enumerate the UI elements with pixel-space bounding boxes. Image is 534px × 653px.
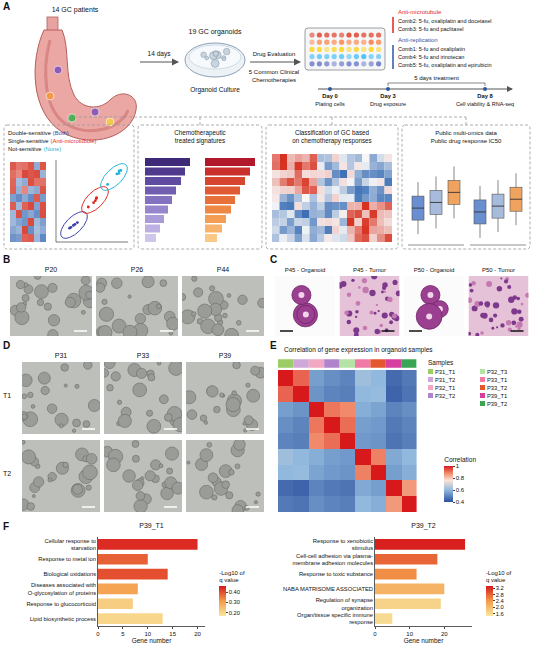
svg-text:treated signatures: treated signatures [175, 137, 225, 145]
svg-text:P45 - Tumor: P45 - Tumor [353, 267, 386, 273]
svg-text:0.20: 0.20 [229, 610, 240, 616]
svg-text:Plating cells: Plating cells [315, 101, 345, 107]
svg-text:Regulation of synapseorganizat: Regulation of synapseorganization [316, 597, 373, 611]
svg-text:NABA MATRISOME ASSOCIATED: NABA MATRISOME ASSOCIATED [283, 586, 373, 592]
svg-text:Double-sensitive(Both): Double-sensitive(Both) [8, 130, 69, 136]
svg-text:Diseases associated withO-glyc: Diseases associated withO-glycosylation … [28, 582, 96, 596]
svg-text:P20: P20 [45, 266, 58, 273]
svg-text:Not-sensitive(None): Not-sensitive(None) [8, 146, 61, 152]
svg-text:10: 10 [406, 631, 413, 637]
svg-text:Biological oxidations: Biological oxidations [44, 571, 97, 577]
svg-text:Chemotherapies: Chemotherapies [252, 77, 296, 83]
svg-text:1: 1 [456, 463, 460, 469]
svg-text:A: A [3, 1, 10, 12]
svg-text:E: E [270, 340, 277, 351]
svg-text:Comb2: 5-fu, oxaliplatin and d: Comb2: 5-fu, oxaliplatin and docetaxel [398, 18, 492, 24]
svg-text:P32_T2: P32_T2 [435, 393, 455, 399]
svg-text:Correlation of gene expression: Correlation of gene expression in organo… [284, 346, 433, 354]
svg-text:Gene number: Gene number [404, 637, 445, 644]
svg-text:1.6: 1.6 [496, 611, 504, 617]
svg-text:P45 - Organoid: P45 - Organoid [285, 267, 326, 273]
svg-text:2.4: 2.4 [496, 598, 505, 604]
svg-text:0.4: 0.4 [456, 499, 465, 505]
svg-text:P44: P44 [217, 266, 230, 273]
svg-text:20: 20 [441, 631, 448, 637]
svg-text:0: 0 [96, 631, 100, 637]
svg-text:T2: T2 [3, 470, 11, 477]
svg-text:P32_T3: P32_T3 [487, 369, 507, 375]
svg-text:0.8: 0.8 [456, 475, 465, 481]
svg-text:Correlation: Correlation [444, 456, 476, 463]
svg-text:C: C [270, 254, 277, 265]
svg-text:P39: P39 [219, 352, 232, 359]
svg-text:Gene number: Gene number [132, 637, 173, 644]
svg-text:0.6: 0.6 [456, 487, 465, 493]
svg-text:Response to metal ion: Response to metal ion [38, 556, 96, 562]
svg-text:Cell viability & RNA-seq: Cell viability & RNA-seq [456, 101, 514, 107]
svg-text:Drug Evaluation: Drug Evaluation [253, 51, 296, 57]
svg-text:Chemotherapeutic: Chemotherapeutic [174, 129, 225, 137]
svg-text:10: 10 [144, 631, 151, 637]
svg-text:20: 20 [194, 631, 201, 637]
svg-text:2.8: 2.8 [496, 592, 504, 598]
svg-text:P31_T2: P31_T2 [435, 377, 455, 383]
svg-text:-Log10 ofq value: -Log10 ofq value [219, 570, 245, 584]
svg-text:on chemotherapy responses: on chemotherapy responses [292, 137, 371, 145]
svg-text:0.40: 0.40 [229, 589, 240, 595]
svg-text:P39_T2: P39_T2 [487, 401, 507, 407]
svg-text:15: 15 [169, 631, 176, 637]
svg-text:P33: P33 [137, 352, 150, 359]
svg-text:Cell-cell adhesion via plasma-: Cell-cell adhesion via plasma-membrane a… [292, 553, 373, 567]
svg-text:Classification of GC based: Classification of GC based [295, 129, 370, 136]
svg-text:Response to glucocorticoid: Response to glucocorticoid [26, 601, 96, 607]
svg-text:Public drug response IC50: Public drug response IC50 [431, 138, 502, 144]
svg-text:P32_T1: P32_T1 [435, 385, 455, 391]
svg-text:Day 3: Day 3 [380, 93, 396, 99]
svg-text:Cellular response tostarvation: Cellular response tostarvation [44, 538, 96, 552]
svg-text:Single-sensitive(Anti-microtub: Single-sensitive(Anti-microtubule) [8, 138, 96, 144]
svg-text:P50 - Organoid: P50 - Organoid [414, 267, 455, 273]
svg-text:Response to xenobioticstimulus: Response to xenobioticstimulus [313, 538, 373, 552]
svg-text:Comb4: 5-fu and irinotecan: Comb4: 5-fu and irinotecan [398, 54, 464, 60]
svg-text:Organoid Culture: Organoid Culture [190, 86, 240, 94]
svg-text:5 days treatment: 5 days treatment [414, 75, 459, 81]
svg-text:Day 8: Day 8 [477, 93, 493, 99]
svg-text:Public multi-omics data: Public multi-omics data [435, 130, 497, 136]
svg-text:Lipid biosynthetic process: Lipid biosynthetic process [30, 616, 96, 622]
svg-text:Drug exposure: Drug exposure [370, 101, 406, 107]
svg-text:P33_T2: P33_T2 [487, 385, 507, 391]
svg-text:F: F [3, 521, 9, 532]
svg-text:Comb3: 5-fu and paclitaxel: Comb3: 5-fu and paclitaxel [398, 26, 463, 32]
svg-text:5: 5 [121, 631, 125, 637]
svg-text:P26: P26 [131, 266, 144, 273]
svg-text:Day 0: Day 0 [322, 93, 337, 99]
svg-text:14 GC patients: 14 GC patients [52, 6, 99, 14]
svg-text:Response to toxic substance: Response to toxic substance [299, 571, 373, 577]
svg-text:0: 0 [373, 631, 377, 637]
svg-text:14 days: 14 days [148, 50, 172, 58]
svg-text:P31_T1: P31_T1 [435, 369, 455, 375]
svg-text:P50 - Tumor: P50 - Tumor [482, 267, 515, 273]
svg-text:Samples: Samples [428, 359, 454, 367]
svg-text:Comb5: 5-fu, oxaliplatin and e: Comb5: 5-fu, oxaliplatin and epirubicin [398, 62, 492, 68]
svg-text:5 Common Clinical: 5 Common Clinical [249, 69, 299, 75]
svg-text:Anti-microtubule: Anti-microtubule [398, 9, 442, 15]
svg-text:Organ/tissue specific immunere: Organ/tissue specific immuneresponse [297, 612, 373, 626]
svg-text:P39_T1: P39_T1 [139, 522, 164, 530]
svg-text:P33_T1: P33_T1 [487, 377, 507, 383]
svg-text:P39_T2: P39_T2 [411, 522, 436, 530]
svg-text:B: B [3, 254, 10, 265]
svg-text:0.30: 0.30 [229, 599, 240, 605]
svg-text:2.0: 2.0 [496, 604, 504, 610]
svg-text:Comb1: 5-fu and oxaliplatin: Comb1: 5-fu and oxaliplatin [398, 46, 465, 52]
svg-text:-Log10 ofq value: -Log10 ofq value [486, 570, 512, 584]
svg-text:T1: T1 [3, 392, 11, 399]
svg-text:P39_T1: P39_T1 [487, 393, 507, 399]
svg-text:D: D [3, 340, 10, 351]
svg-text:Anti-replication: Anti-replication [398, 37, 438, 43]
svg-text:19 GC organoids: 19 GC organoids [189, 28, 242, 36]
svg-text:P31: P31 [55, 352, 68, 359]
svg-text:3.2: 3.2 [496, 585, 504, 591]
